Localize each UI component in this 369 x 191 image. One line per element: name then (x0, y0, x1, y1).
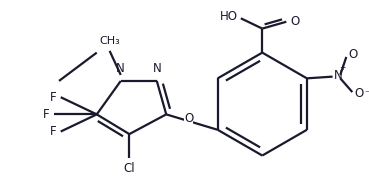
Text: O: O (354, 87, 363, 100)
Text: CH₃: CH₃ (99, 36, 120, 46)
Text: O: O (184, 112, 193, 125)
Text: F: F (50, 91, 56, 104)
Text: N: N (334, 69, 342, 82)
Text: ⁻: ⁻ (364, 89, 369, 99)
Text: O: O (291, 15, 300, 28)
Text: N: N (153, 62, 162, 75)
Text: Cl: Cl (124, 162, 135, 175)
Text: +: + (340, 63, 346, 72)
Text: N: N (115, 62, 124, 75)
Text: F: F (43, 108, 49, 121)
Text: HO: HO (220, 10, 237, 23)
Text: O: O (348, 48, 357, 61)
Text: F: F (50, 125, 56, 138)
